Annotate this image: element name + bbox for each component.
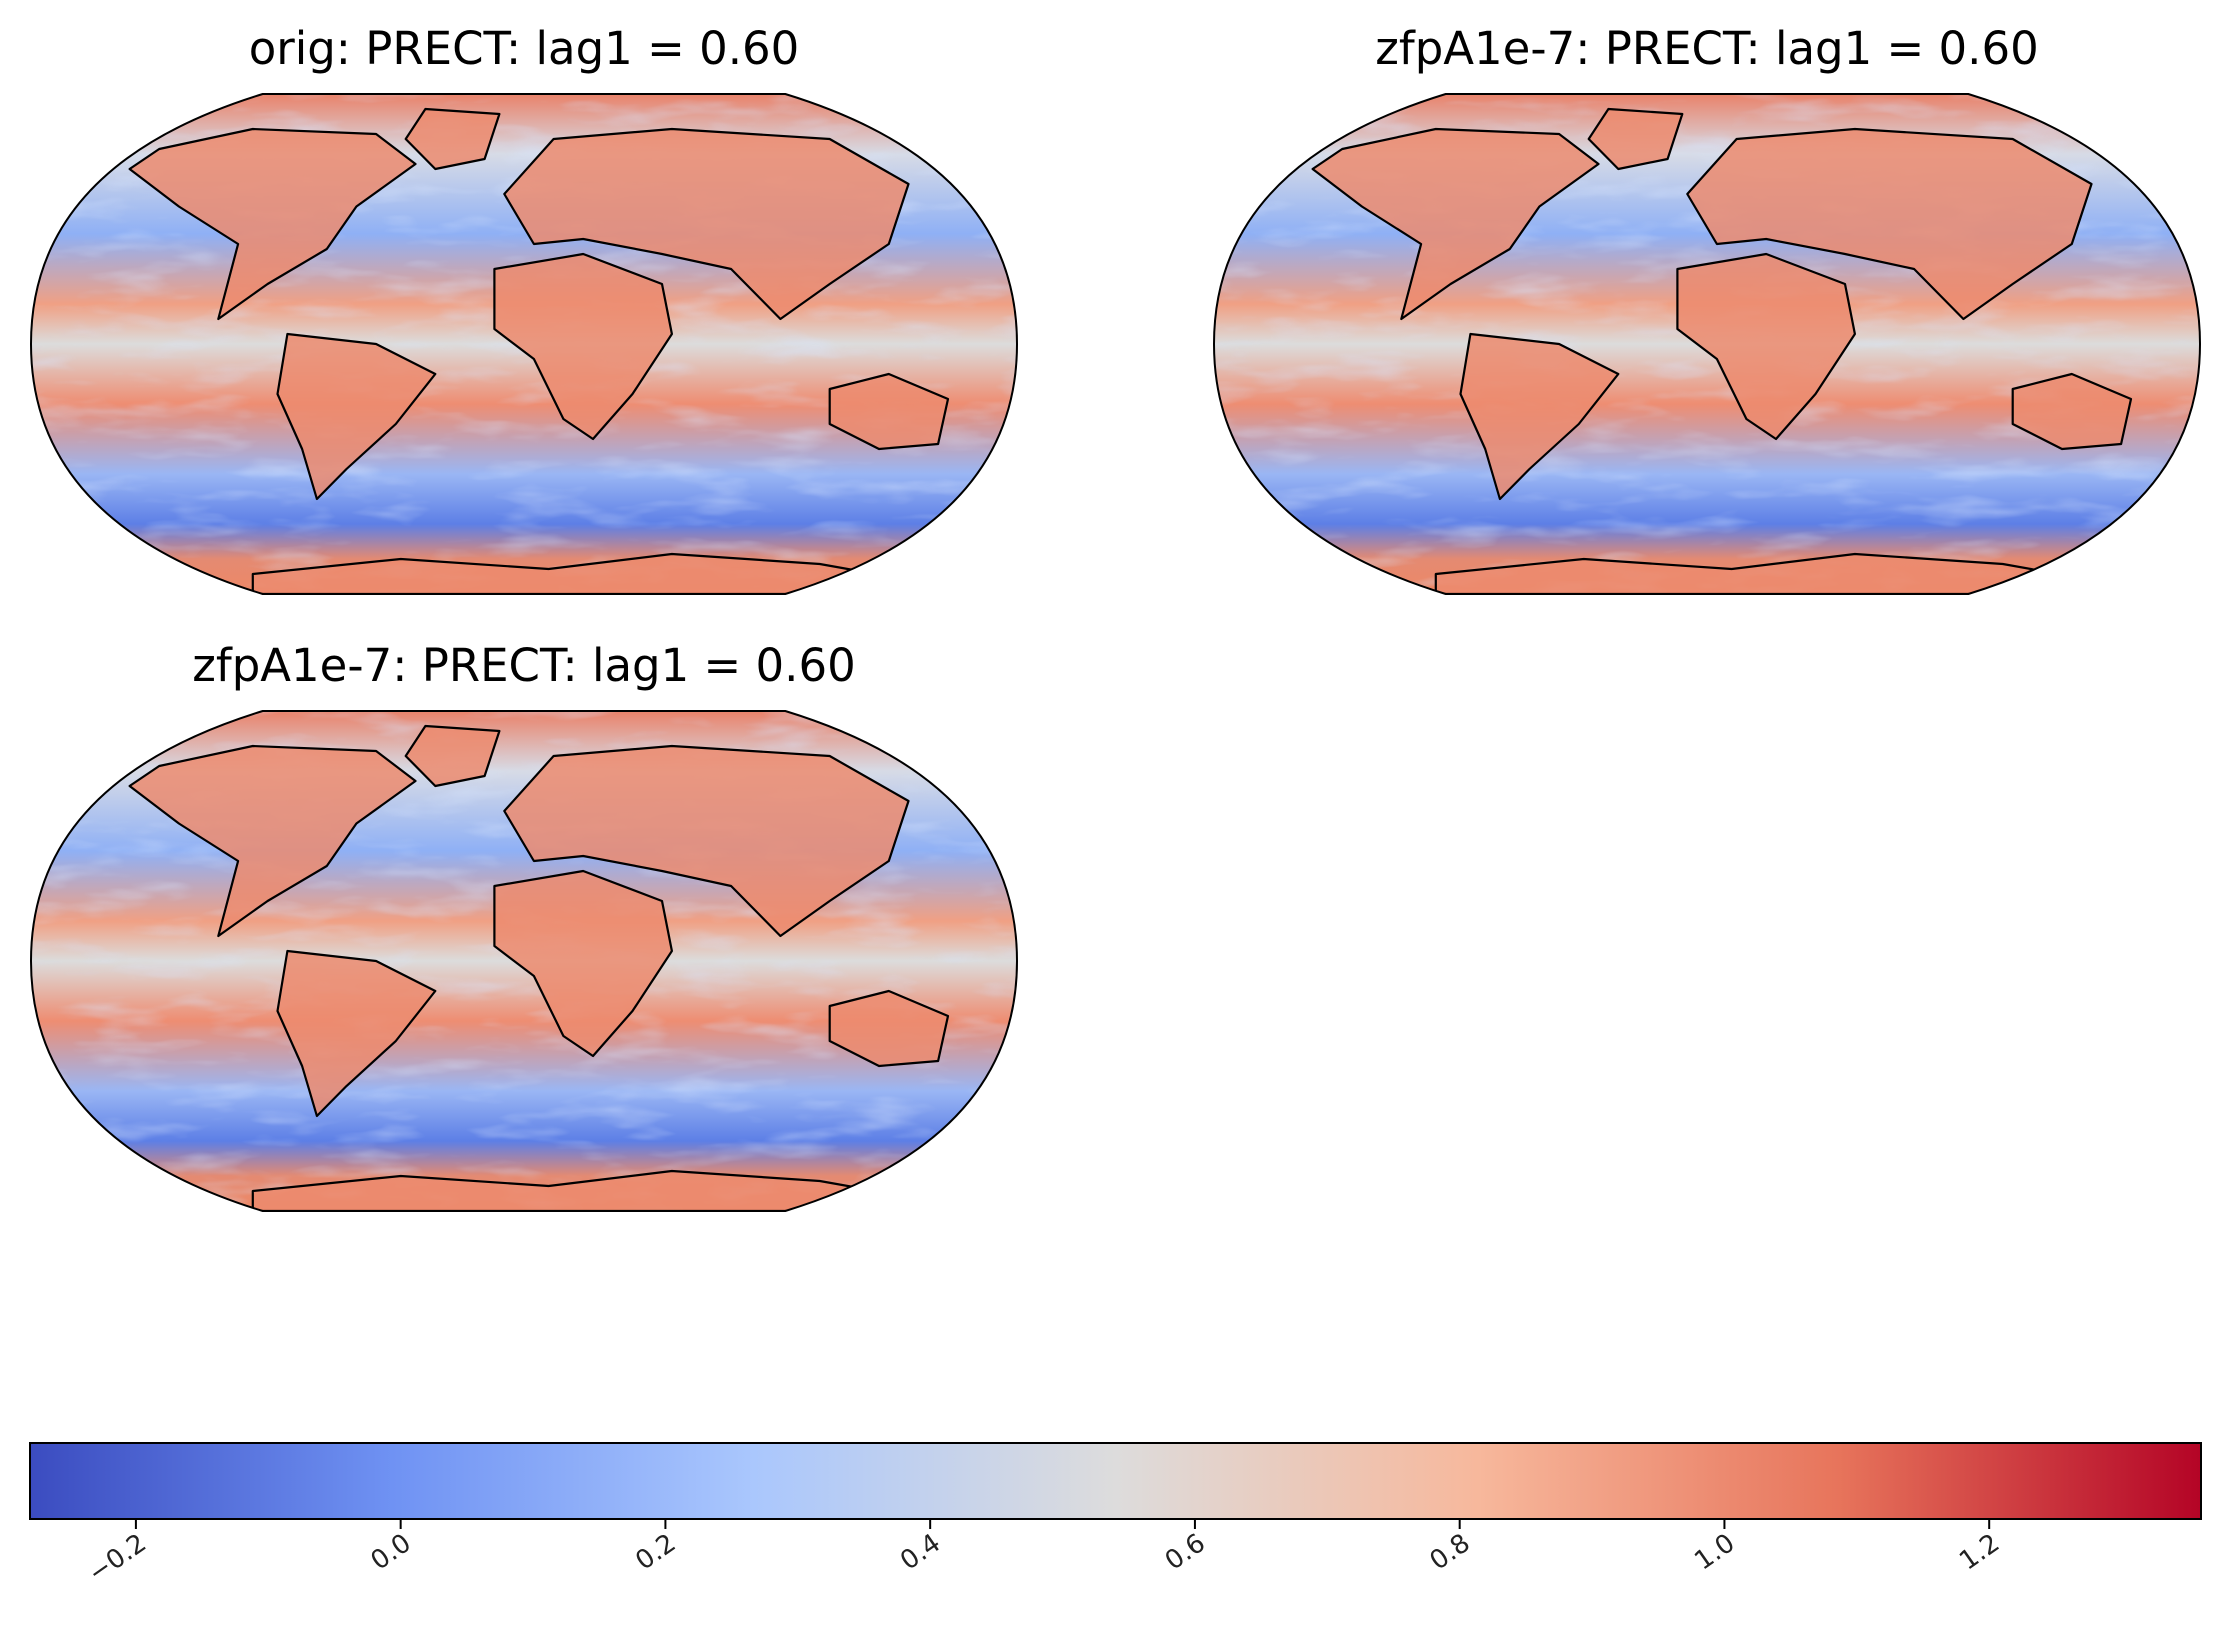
robinson-map	[29, 710, 1019, 1212]
coastline-north-america	[1311, 127, 1600, 321]
map-field	[1214, 94, 2200, 594]
coastline-antarctica	[251, 552, 920, 594]
colorbar-gradient	[29, 1442, 2202, 1520]
coastline-greenland	[404, 107, 501, 171]
coastline-antarctica	[251, 1169, 920, 1211]
coastline-africa	[1676, 252, 1856, 441]
colorbar: −0.2 0.0 0.2 0.4 0.6 0.8 1.0 1.2	[29, 1442, 2202, 1589]
map-field	[31, 711, 1017, 1211]
robinson-map	[1212, 93, 2202, 595]
coastline-europe-asia	[503, 127, 910, 321]
colorbar-tick-label: 0.4	[895, 1528, 946, 1576]
colorbar-tick-label: 1.0	[1689, 1528, 1740, 1576]
panel-title: orig: PRECT: lag1 = 0.60	[249, 22, 800, 75]
coastline-africa	[493, 869, 673, 1058]
coastline-australia	[2011, 372, 2133, 451]
coastline-south-america	[276, 949, 437, 1118]
colorbar-ticks: −0.2 0.0 0.2 0.4 0.6 0.8 1.0 1.2	[83, 1519, 2005, 1589]
map-boundary	[1212, 93, 2202, 595]
map-panel-1: orig: PRECT: lag1 = 0.60	[29, 22, 1019, 595]
coastline-australia	[828, 372, 950, 451]
map-panel-3: zfpA1e-7: PRECT: lag1 = 0.60	[29, 639, 1019, 1212]
coastline-north-america	[128, 127, 417, 321]
colorbar-tick-label: −0.2	[83, 1528, 152, 1589]
colorbar-tick-label: 0.8	[1425, 1528, 1476, 1576]
colorbar-tick-label: 0.6	[1160, 1528, 1211, 1576]
robinson-map	[29, 93, 1019, 595]
coastline-australia	[828, 989, 950, 1068]
coastline-north-america	[128, 744, 417, 938]
coastline-antarctica	[1434, 552, 2103, 594]
colorbar-tick-label: 0.0	[366, 1528, 417, 1576]
map-boundary	[29, 710, 1019, 1212]
colorbar-tick-label: 0.2	[630, 1528, 681, 1576]
map-boundary	[29, 93, 1019, 595]
map-field	[31, 94, 1017, 594]
coastline-africa	[493, 252, 673, 441]
coastline-greenland	[404, 724, 501, 788]
colorbar-tick-label: 1.2	[1954, 1528, 2005, 1576]
coastline-greenland	[1587, 107, 1684, 171]
coastline-south-america	[1459, 332, 1620, 501]
coastline-europe-asia	[503, 744, 910, 938]
coastline-south-america	[276, 332, 437, 501]
coastline-europe-asia	[1686, 127, 2093, 321]
panel-title: zfpA1e-7: PRECT: lag1 = 0.60	[1375, 22, 2039, 75]
panel-title: zfpA1e-7: PRECT: lag1 = 0.60	[192, 639, 856, 692]
map-panel-2: zfpA1e-7: PRECT: lag1 = 0.60	[1212, 22, 2202, 595]
